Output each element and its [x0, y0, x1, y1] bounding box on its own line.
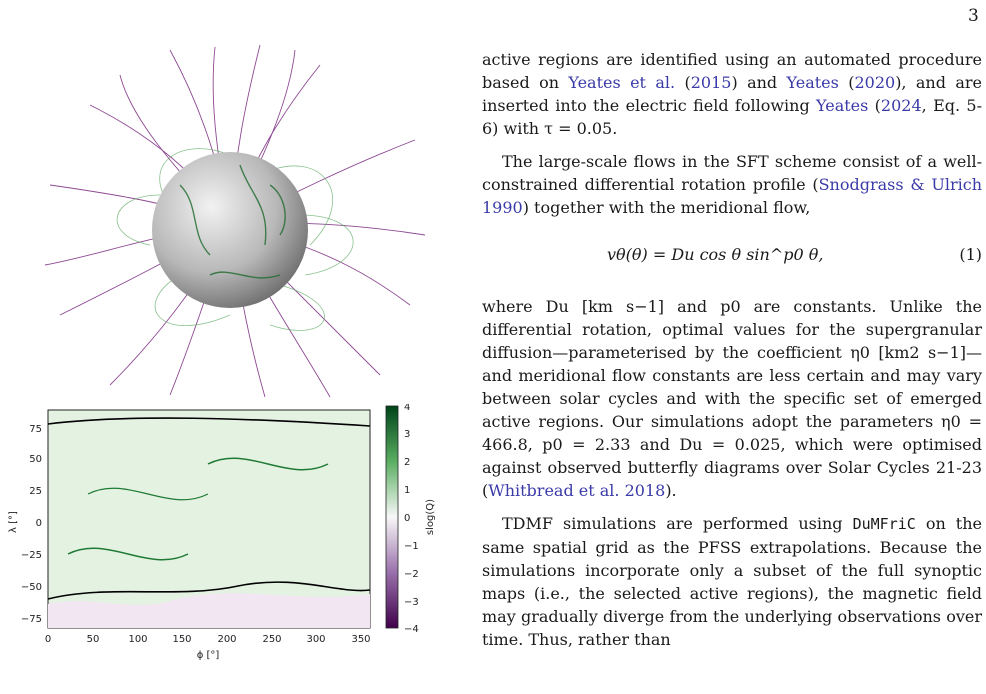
svg-text:−25: −25: [21, 550, 42, 561]
sphere-surface-structure: [179, 164, 286, 279]
svg-text:0: 0: [45, 634, 51, 645]
map-plot-area: [47, 409, 371, 629]
code-name: DuMFriC: [852, 515, 916, 533]
citation[interactable]: Whitbread et al. 2018: [488, 481, 666, 500]
equation-expression: vθ(θ) = Du cos θ sin^p0 θ,: [607, 245, 824, 264]
citation[interactable]: 2020: [854, 73, 896, 92]
colorbar-label: slog(Q): [425, 499, 436, 535]
citation[interactable]: Yeates: [816, 96, 869, 115]
svg-text:2: 2: [404, 457, 410, 468]
svg-text:100: 100: [128, 634, 147, 645]
svg-text:3: 3: [404, 429, 410, 440]
y-axis-label: λ [°]: [8, 511, 19, 533]
body-text-column: active regions are identified using an a…: [482, 48, 982, 651]
citation[interactable]: Yeates: [786, 73, 839, 92]
svg-text:250: 250: [262, 634, 281, 645]
svg-text:−75: −75: [21, 614, 42, 625]
svg-text:200: 200: [217, 634, 236, 645]
svg-text:25: 25: [29, 486, 42, 497]
citation[interactable]: 2015: [690, 73, 732, 92]
paragraph-4: TDMF simulations are performed using DuM…: [482, 514, 982, 649]
citation[interactable]: Snodgrass & Ulrich 1990: [482, 175, 982, 217]
colorbar: 4 3 2 1 0 −1 −2 −3 −4 slog(Q): [385, 404, 436, 635]
slogq-map-figure: 75 50 25 0 −25 −50 −75 λ [°] 0 50 100 15…: [8, 404, 436, 661]
page-number: 3: [968, 6, 979, 26]
citation[interactable]: Yeates et al.: [568, 73, 676, 92]
y-tick-labels: 75 50 25 0 −25 −50 −75: [21, 424, 42, 625]
svg-text:1: 1: [404, 485, 410, 496]
svg-text:50: 50: [29, 454, 42, 465]
svg-text:300: 300: [306, 634, 325, 645]
svg-text:−50: −50: [21, 582, 42, 593]
svg-text:−3: −3: [404, 597, 419, 608]
citation[interactable]: 2024: [880, 96, 922, 115]
sun-sphere: [152, 152, 308, 308]
svg-text:−2: −2: [404, 569, 419, 580]
svg-text:−1: −1: [404, 541, 419, 552]
paragraph-2: The large-scale flows in the SFT scheme …: [482, 152, 982, 217]
paragraph-1: active regions are identified using an a…: [482, 50, 983, 138]
svg-text:0: 0: [36, 518, 42, 529]
x-axis-label: ϕ [°]: [197, 650, 220, 661]
svg-text:−4: −4: [404, 624, 419, 635]
svg-text:350: 350: [351, 634, 370, 645]
svg-text:150: 150: [172, 634, 191, 645]
svg-text:4: 4: [404, 404, 410, 413]
x-tick-labels: 0 50 100 150 200 250 300 350: [45, 634, 371, 645]
equation-1: vθ(θ) = Du cos θ sin^p0 θ, (1): [482, 223, 982, 285]
svg-text:50: 50: [87, 634, 100, 645]
equation-number: (1): [959, 245, 982, 264]
paragraph-3: where Du [km s−1] and p0 are constants. …: [482, 297, 982, 500]
svg-text:75: 75: [29, 424, 42, 435]
field-line-sphere-figure: [44, 45, 426, 398]
svg-text:0: 0: [404, 513, 410, 524]
